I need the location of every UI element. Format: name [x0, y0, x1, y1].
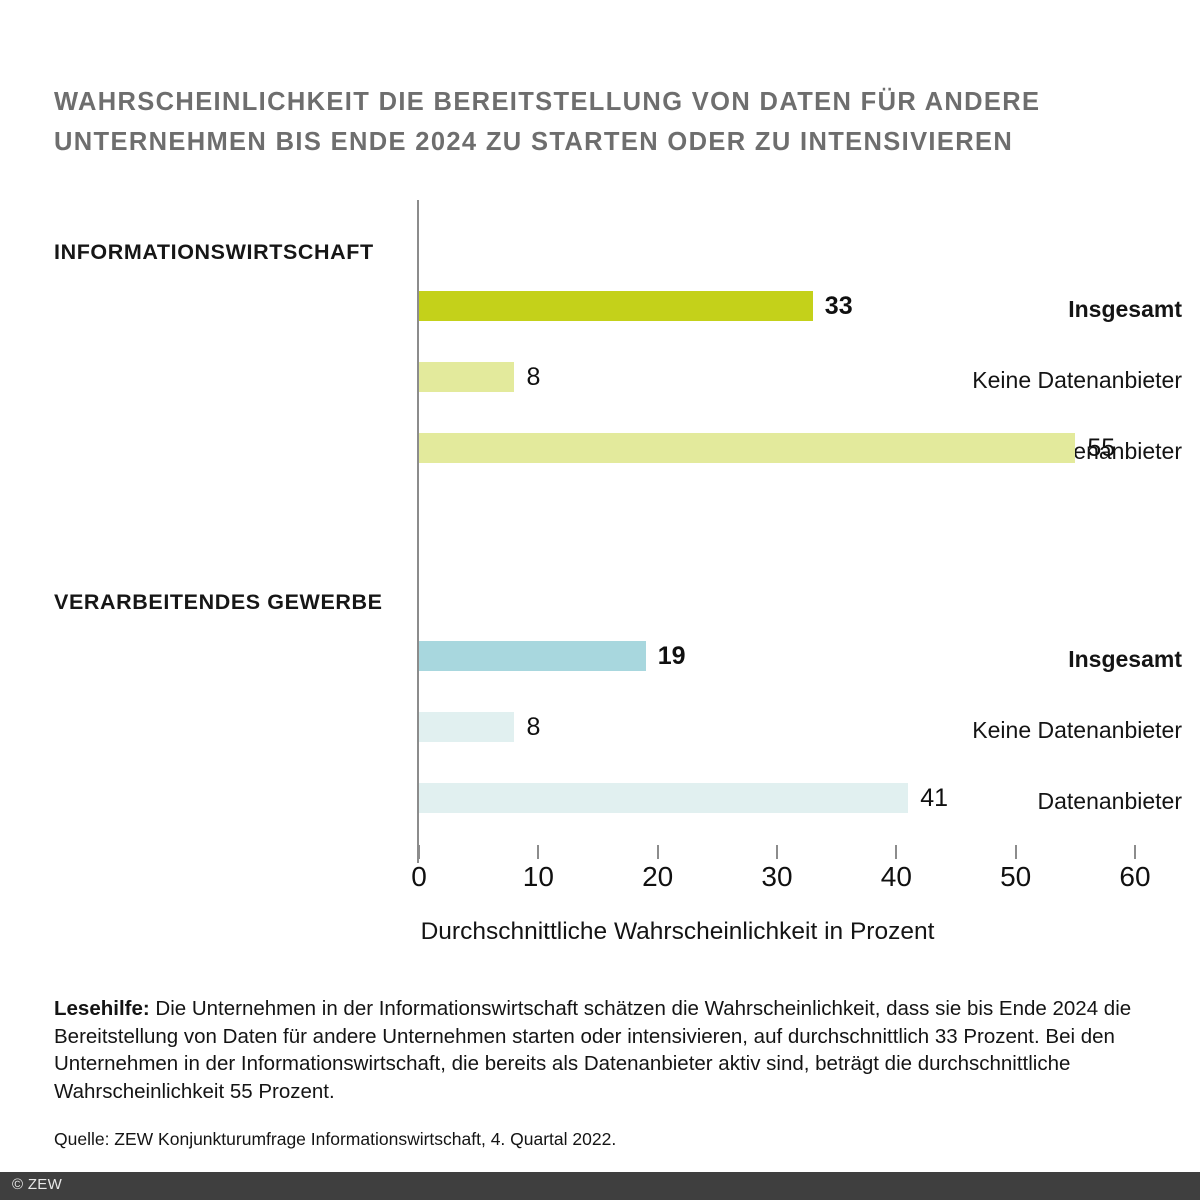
- group-label-informationswirtschaft: INFORMATIONSWIRTSCHAFT: [54, 240, 374, 264]
- bar-g1-insgesamt: [419, 641, 646, 671]
- bar-g1-datenanbieter: [419, 783, 909, 813]
- x-tick-mark: [418, 845, 420, 859]
- lesehilfe-label: Lesehilfe:: [54, 997, 150, 1020]
- page-title: WAHRSCHEINLICHKEIT DIE BEREITSTELLUNG VO…: [54, 88, 1041, 156]
- x-tick-mark: [1134, 845, 1136, 859]
- footer-bar: [0, 1172, 1200, 1200]
- x-tick-mark: [895, 845, 898, 859]
- x-axis-title-text: Durchschnittliche Wahrscheinlichkeit in …: [420, 918, 935, 945]
- bar-g0-datenanbieter: [419, 433, 1076, 463]
- group-label-verarbeitendes-gewerbe: VERARBEITENDES GEWERBE: [54, 590, 383, 614]
- x-axis-title: Durchschnittliche Wahrscheinlichkeit in …: [0, 918, 1200, 946]
- lesehilfe-body: Die Unternehmen in der Informationswirts…: [54, 997, 1132, 1103]
- bar-value-g1-keine-datenanbieter: 8: [526, 713, 541, 741]
- x-tick-mark: [537, 845, 540, 859]
- bar-value-g0-datenanbieter: 55: [1087, 434, 1116, 462]
- bar-g0-keine-datenanbieter: [419, 362, 515, 392]
- bar-value-g0-insgesamt: 33: [824, 292, 853, 320]
- category-label-g0-keine-datenanbieter: Keine Datenanbieter: [972, 367, 1182, 393]
- lesehilfe-note: Lesehilfe: Die Unternehmen in der Inform…: [54, 995, 1144, 1105]
- chart-plot-area: INFORMATIONSWIRTSCHAFT Insgesamt 33 Kein…: [0, 200, 1200, 946]
- x-tick-label: 10: [522, 861, 554, 892]
- x-tick-label: 20: [642, 861, 674, 892]
- bar-g0-insgesamt: [419, 291, 813, 321]
- category-label-g1-insgesamt: Insgesamt: [1068, 646, 1182, 672]
- x-tick-label: 30: [761, 861, 793, 892]
- copyright-label: © ZEW: [12, 1176, 63, 1193]
- bar-value-g1-insgesamt: 19: [657, 642, 686, 670]
- x-tick-label: 60: [1119, 861, 1151, 892]
- category-label-g0-insgesamt: Insgesamt: [1068, 296, 1182, 322]
- x-tick-label: 50: [1000, 861, 1032, 892]
- bar-value-g1-datenanbieter: 41: [920, 784, 949, 812]
- bar-g1-keine-datenanbieter: [419, 712, 515, 742]
- x-tick-label: 0: [411, 861, 427, 892]
- source-note: Quelle: ZEW Konjunkturumfrage Informatio…: [54, 1129, 617, 1149]
- x-tick-label: 40: [880, 861, 912, 892]
- bar-value-g0-keine-datenanbieter: 8: [526, 363, 541, 391]
- x-tick-mark: [776, 845, 778, 859]
- category-label-g1-datenanbieter: Datenanbieter: [1037, 788, 1183, 814]
- category-label-g1-keine-datenanbieter: Keine Datenanbieter: [972, 717, 1182, 743]
- x-tick-mark: [1014, 845, 1017, 859]
- y-axis-line: [417, 200, 419, 863]
- x-tick-mark: [656, 845, 659, 859]
